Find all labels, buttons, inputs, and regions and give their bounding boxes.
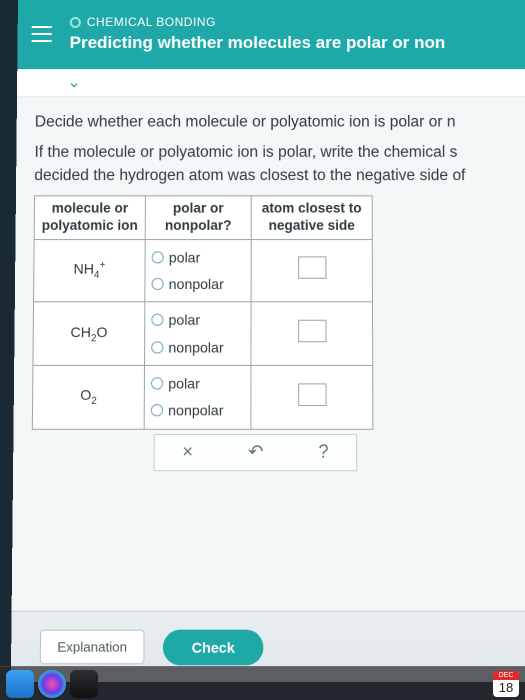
- table-row: O2 polar nonpolar: [32, 365, 373, 428]
- option-polar: polar: [169, 247, 201, 268]
- ring-icon: [70, 17, 81, 28]
- table-row: CH2O polar nonpolar: [33, 302, 373, 365]
- instruction-line3: decided the hydrogen atom was closest to…: [34, 166, 465, 183]
- molecule-cell: O2: [32, 365, 144, 428]
- polarity-cell: polar nonpolar: [144, 365, 251, 428]
- app-icon[interactable]: [70, 670, 98, 698]
- calendar-icon[interactable]: DEC 18: [493, 671, 519, 697]
- check-button[interactable]: Check: [163, 629, 264, 665]
- instruction-line2: If the molecule or polyatomic ion is pol…: [34, 144, 457, 161]
- molecule-cell: CH2O: [33, 302, 145, 365]
- radio-polar[interactable]: [151, 377, 163, 389]
- atom-input[interactable]: [298, 320, 326, 343]
- atom-cell: [251, 239, 372, 302]
- atom-input[interactable]: [298, 257, 326, 279]
- polarity-cell: polar nonpolar: [145, 239, 251, 302]
- clear-button[interactable]: ×: [182, 439, 193, 466]
- calendar-month: DEC: [493, 671, 519, 680]
- option-polar: polar: [168, 310, 200, 331]
- polarity-cell: polar nonpolar: [144, 302, 251, 365]
- header-text: CHEMICAL BONDING Predicting whether mole…: [70, 14, 446, 55]
- calendar-day: 18: [493, 680, 519, 694]
- siri-icon[interactable]: [38, 670, 66, 698]
- content-area: Decide whether each molecule or polyatom…: [13, 97, 525, 481]
- radio-nonpolar[interactable]: [151, 404, 163, 416]
- option-polar: polar: [168, 373, 200, 394]
- chevron-down-icon: ⌄: [67, 72, 81, 92]
- atom-cell: [251, 302, 373, 365]
- radio-polar[interactable]: [151, 314, 163, 326]
- expand-bar[interactable]: ⌄: [17, 69, 525, 97]
- instruction-line1: Decide whether each molecule or polyatom…: [35, 111, 525, 134]
- radio-nonpolar[interactable]: [151, 278, 163, 290]
- page-title: Predicting whether molecules are polar o…: [70, 31, 446, 55]
- help-button[interactable]: ?: [318, 439, 328, 466]
- molecule-table: molecule orpolyatomic ion polar ornonpol…: [32, 195, 374, 429]
- answer-toolbar: × ↶ ?: [154, 433, 358, 470]
- menu-icon[interactable]: [32, 26, 52, 42]
- explanation-button[interactable]: Explanation: [40, 630, 145, 665]
- table-row: NH4+ polar nonpolar: [34, 239, 373, 302]
- category-label: CHEMICAL BONDING: [87, 14, 216, 31]
- finder-icon[interactable]: [6, 670, 34, 698]
- undo-button[interactable]: ↶: [248, 439, 263, 466]
- macos-dock: DEC 18: [0, 666, 525, 700]
- header-bar: CHEMICAL BONDING Predicting whether mole…: [17, 0, 525, 69]
- atom-cell: [251, 365, 373, 428]
- app-window: CHEMICAL BONDING Predicting whether mole…: [11, 0, 525, 682]
- option-nonpolar: nonpolar: [169, 274, 224, 295]
- molecule-cell: NH4+: [34, 239, 146, 302]
- col-header-atom: atom closest tonegative side: [251, 196, 372, 239]
- atom-input[interactable]: [298, 383, 326, 406]
- option-nonpolar: nonpolar: [168, 337, 223, 358]
- option-nonpolar: nonpolar: [168, 400, 223, 421]
- col-header-molecule: molecule orpolyatomic ion: [34, 196, 145, 239]
- radio-polar[interactable]: [152, 251, 164, 263]
- radio-nonpolar[interactable]: [151, 341, 163, 353]
- col-header-polarity: polar ornonpolar?: [145, 196, 251, 239]
